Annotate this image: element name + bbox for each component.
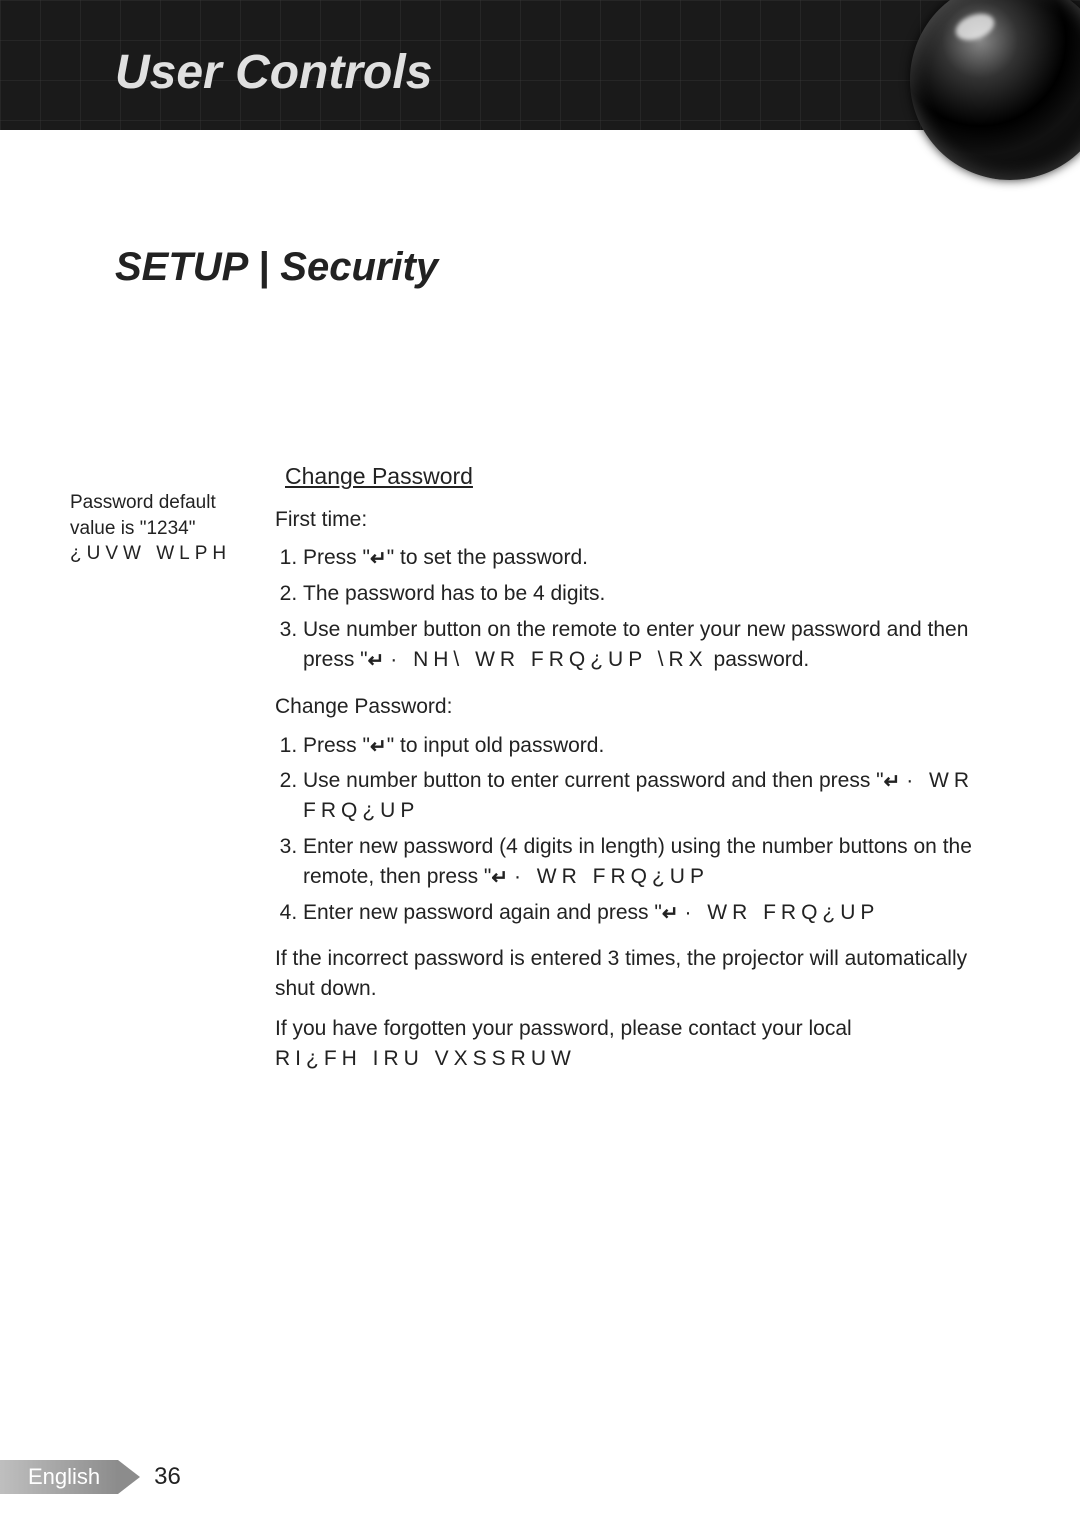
- note-forgot-text: If you have forgotten your password, ple…: [275, 1017, 852, 1040]
- step-text: Use number button to enter current passw…: [303, 769, 884, 792]
- step-garbled: · WR FRQ¿UP: [684, 901, 879, 924]
- enter-icon: ↵: [491, 868, 508, 888]
- footer: English 36: [0, 1460, 181, 1494]
- list-item: Enter new password again and press "↵ · …: [303, 895, 995, 931]
- enter-icon: ↵: [368, 651, 385, 671]
- list-item: Enter new password (4 digits in length) …: [303, 829, 995, 895]
- content-region: Password default value is "1234" ¿UVW WL…: [0, 460, 1080, 1084]
- language-pill: English: [0, 1460, 118, 1494]
- note-incorrect: If the incorrect password is entered 3 t…: [275, 944, 995, 1004]
- camera-lens-decor: [910, 0, 1080, 180]
- step-text: Press ": [303, 546, 370, 569]
- step-text: Enter new password again and press ": [303, 901, 662, 924]
- sidebar-note-text: Password default value is "1234": [70, 490, 260, 541]
- list-item: Use number button on the remote to enter…: [303, 612, 995, 678]
- step-garbled: · WR FRQ¿UP: [514, 865, 709, 888]
- step-text: password.: [714, 648, 810, 671]
- enter-icon: ↵: [662, 904, 679, 924]
- enter-icon: ↵: [370, 549, 387, 569]
- page-header-title: User Controls: [115, 45, 432, 100]
- list-item: Use number button to enter current passw…: [303, 763, 995, 829]
- step-text: " to set the password.: [387, 546, 588, 569]
- step-text: " to input old password.: [387, 734, 605, 757]
- first-time-steps: Press "↵" to set the password. The passw…: [303, 540, 995, 677]
- chevron-right-icon: [118, 1460, 140, 1494]
- change-password-steps: Press "↵" to input old password. Use num…: [303, 728, 995, 931]
- sidebar-note-garbled: ¿UVW WLPH: [70, 541, 260, 567]
- step-text: Press ": [303, 734, 370, 757]
- subsection-heading: Change Password: [275, 460, 995, 493]
- enter-icon: ↵: [370, 737, 387, 757]
- sidebar-note: Password default value is "1234" ¿UVW WL…: [70, 490, 260, 567]
- step-garbled: · NH\ WR FRQ¿UP \RX: [390, 648, 707, 671]
- note-forgot-garbled: RI¿FH IRU VXSSRUW: [275, 1047, 576, 1070]
- page-number: 36: [154, 1463, 181, 1491]
- list-item: Press "↵" to input old password.: [303, 728, 995, 764]
- note-forgot: If you have forgotten your password, ple…: [275, 1014, 995, 1074]
- list-item: Press "↵" to set the password.: [303, 540, 995, 576]
- first-time-label: First time:: [275, 505, 995, 535]
- section-title: SETUP | Security: [115, 245, 1080, 290]
- change-password-label: Change Password:: [275, 692, 995, 722]
- list-item: The password has to be 4 digits.: [303, 576, 995, 612]
- main-column: Change Password First time: Press "↵" to…: [275, 460, 995, 1074]
- enter-icon: ↵: [884, 772, 901, 792]
- header-band: User Controls: [0, 0, 1080, 130]
